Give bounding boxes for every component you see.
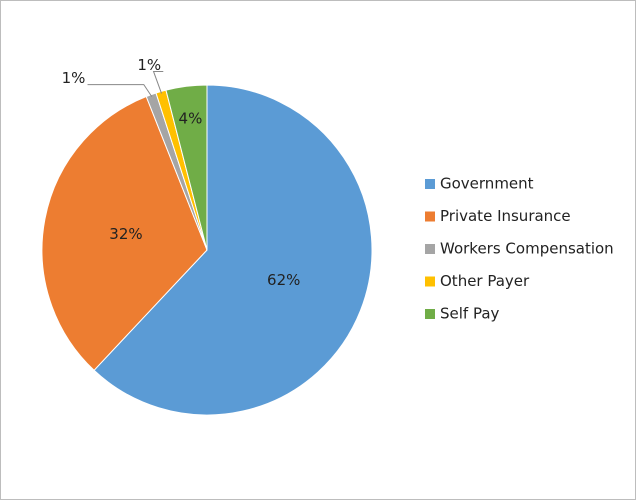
legend-label: Other Payer	[440, 272, 530, 290]
legend-swatch	[425, 276, 435, 287]
data-label: 4%	[179, 110, 203, 128]
pie-slice	[93, 84, 373, 416]
legend-swatch	[425, 309, 435, 319]
pie-slice	[165, 84, 208, 251]
leader-line	[87, 84, 153, 97]
legend-label: Government	[440, 175, 534, 193]
legend-label: Self Pay	[440, 305, 500, 323]
data-label: 32%	[109, 225, 142, 243]
legend-label: Private Insurance	[440, 207, 571, 225]
legend-label: Workers Compensation	[440, 240, 614, 258]
data-label: 62%	[267, 271, 300, 289]
data-label: 1%	[137, 56, 161, 74]
legend-swatch	[425, 211, 435, 222]
leader-line	[152, 70, 164, 94]
legend-swatch	[425, 244, 435, 254]
data-label: 1%	[62, 69, 86, 87]
legend-swatch	[425, 179, 435, 189]
pie-slice	[41, 95, 208, 371]
